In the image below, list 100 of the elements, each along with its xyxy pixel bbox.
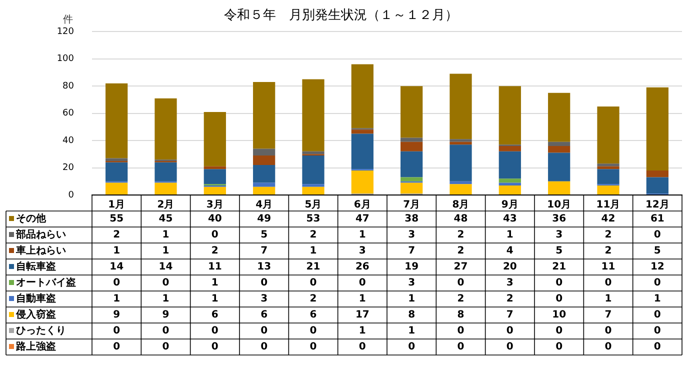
y-tick-label: 100 (56, 54, 74, 64)
data-label: 1 (506, 230, 514, 241)
data-label: 26 (355, 262, 370, 273)
data-label: 13 (257, 262, 272, 273)
bar (106, 83, 128, 158)
data-label: 1 (408, 326, 416, 337)
data-label: 45 (158, 214, 173, 225)
bar (597, 185, 620, 194)
x-tick-label: 12月 (645, 200, 670, 211)
data-label: 0 (310, 278, 317, 289)
legend-label: 自転車盗 (16, 260, 56, 273)
y-tick-label: 60 (62, 108, 74, 119)
data-label: 0 (358, 278, 366, 289)
data-label: 0 (211, 342, 218, 353)
data-label: 0 (604, 326, 612, 337)
data-label: 8 (457, 310, 464, 321)
bar (204, 112, 226, 166)
bar (450, 144, 472, 182)
data-label: 48 (454, 214, 468, 225)
bar (548, 142, 570, 146)
data-label: 5 (556, 246, 563, 257)
data-label: 11 (208, 262, 222, 273)
data-label: 61 (650, 214, 664, 225)
data-label: 2 (211, 246, 218, 257)
data-label: 0 (113, 278, 120, 289)
data-label: 1 (310, 246, 317, 257)
data-label: 5 (260, 230, 268, 241)
bar (302, 79, 324, 152)
data-label: 9 (113, 310, 120, 321)
data-label: 0 (457, 342, 464, 353)
data-label: 1 (113, 246, 120, 257)
bar (253, 186, 276, 194)
data-label: 53 (306, 214, 320, 225)
bar (646, 87, 668, 170)
data-label: 36 (552, 214, 566, 225)
data-label: 0 (260, 326, 268, 337)
data-label: 9 (162, 310, 170, 321)
bar (154, 182, 177, 194)
data-label: 6 (260, 310, 268, 321)
data-label: 21 (552, 262, 566, 273)
data-label: 0 (310, 342, 317, 353)
data-label: 0 (604, 342, 612, 353)
bar (498, 151, 521, 179)
bar (498, 185, 521, 194)
legend-label: ひったくり (16, 326, 66, 337)
data-label: 4 (506, 246, 514, 257)
data-label: 2 (457, 230, 464, 241)
data-label: 14 (158, 262, 173, 273)
bar (450, 139, 472, 142)
data-label: 0 (408, 342, 416, 353)
legend-label: 路上強盗 (15, 340, 56, 353)
data-label: 1 (604, 294, 612, 305)
bar (400, 86, 423, 138)
data-label: 10 (552, 310, 566, 321)
data-label: 1 (211, 294, 218, 305)
data-label: 1 (211, 278, 218, 289)
data-label: 0 (556, 326, 563, 337)
bar (400, 177, 423, 182)
data-label: 0 (654, 310, 661, 321)
bar (450, 74, 472, 140)
data-label: 55 (110, 214, 124, 225)
data-label: 3 (506, 278, 514, 289)
chart-title: 令和５年 月別発生状況（１～１２月） (224, 8, 458, 24)
data-label: 1 (162, 294, 170, 305)
bar (450, 184, 472, 194)
bar (253, 148, 276, 156)
bar (154, 162, 177, 182)
bar (400, 138, 423, 142)
x-tick-label: 4月 (256, 200, 273, 211)
data-label: 6 (310, 310, 317, 321)
data-label: 0 (162, 342, 170, 353)
data-label: 42 (601, 214, 616, 225)
bar (351, 134, 374, 170)
data-label: 47 (355, 214, 370, 225)
data-label: 0 (556, 278, 563, 289)
data-label: 7 (506, 310, 514, 321)
bar (204, 169, 226, 184)
bar (646, 177, 668, 194)
bar (253, 165, 276, 183)
data-label: 12 (650, 262, 664, 273)
bar (597, 166, 620, 170)
bar (351, 130, 374, 134)
data-label: 1 (358, 326, 366, 337)
data-label: 20 (502, 262, 517, 273)
data-label: 2 (310, 294, 317, 305)
x-tick-label: 11月 (596, 200, 620, 211)
data-label: 0 (162, 278, 170, 289)
bar (204, 166, 226, 170)
bar (154, 98, 177, 160)
legend-label: その他 (16, 212, 47, 225)
legend-label: 自動車盗 (16, 292, 56, 305)
data-label: 0 (162, 326, 170, 337)
data-label: 0 (654, 326, 661, 337)
bar (597, 164, 620, 166)
bar (597, 169, 620, 184)
bar (400, 182, 423, 194)
y-axis-title: 件 (63, 14, 73, 26)
bar (302, 151, 324, 154)
data-label: 21 (306, 262, 320, 273)
data-label: 1 (113, 294, 120, 305)
